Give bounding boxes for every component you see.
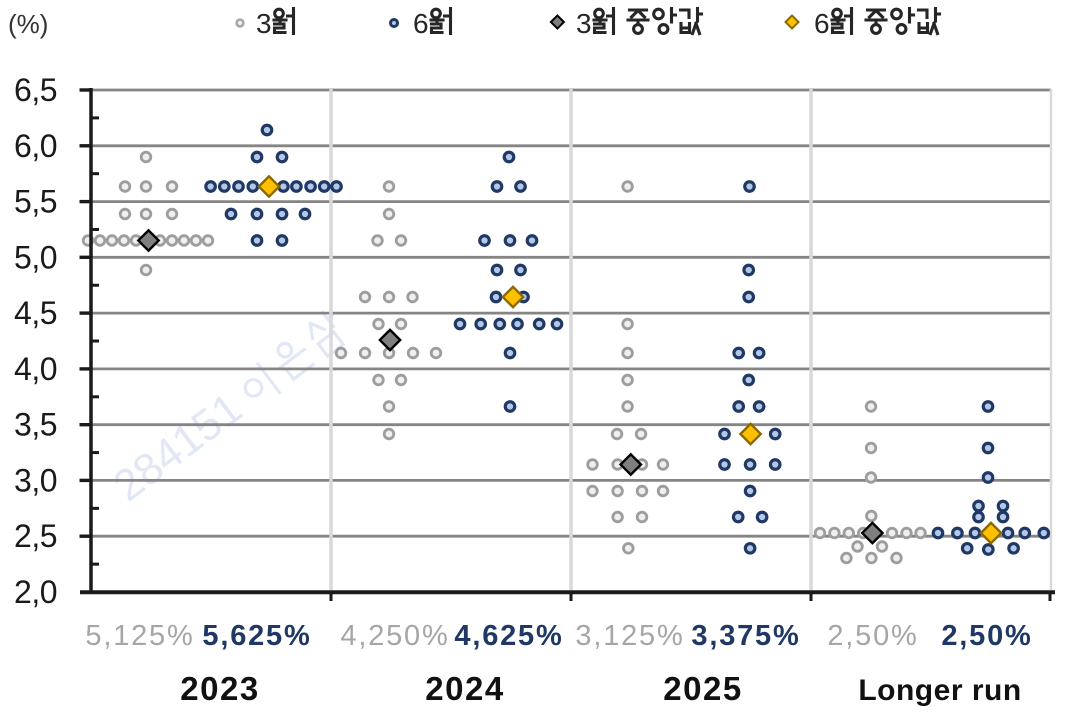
svg-text:2025: 2025 (663, 670, 742, 707)
svg-text:2,50%: 2,50% (941, 620, 1032, 652)
svg-text:4,625%: 4,625% (454, 620, 563, 652)
svg-text:6,0: 6,0 (14, 128, 57, 164)
svg-text:2,0: 2,0 (14, 574, 57, 610)
svg-text:3,125%: 3,125% (575, 620, 684, 652)
svg-text:3: 3 (576, 8, 592, 39)
svg-text:4,0: 4,0 (14, 351, 57, 387)
svg-text:4,5: 4,5 (14, 295, 57, 331)
svg-text:5,5: 5,5 (14, 184, 57, 220)
svg-text:2023: 2023 (180, 670, 259, 707)
svg-text:6,5: 6,5 (14, 72, 57, 108)
svg-text:2,50%: 2,50% (827, 620, 918, 652)
svg-text:3,375%: 3,375% (691, 620, 800, 652)
svg-text:2024: 2024 (425, 670, 504, 707)
svg-text:Longer run: Longer run (858, 674, 1021, 707)
svg-text:4,250%: 4,250% (340, 620, 449, 652)
svg-text:5,125%: 5,125% (85, 620, 194, 652)
svg-text:5,625%: 5,625% (202, 620, 311, 652)
svg-text:6: 6 (413, 8, 429, 39)
svg-text:3: 3 (256, 8, 272, 39)
svg-text:(%): (%) (8, 9, 48, 39)
svg-text:3,5: 3,5 (14, 407, 57, 443)
svg-text:2,5: 2,5 (14, 518, 57, 554)
svg-text:6: 6 (814, 8, 830, 39)
svg-text:5,0: 5,0 (14, 239, 57, 275)
svg-text:3,0: 3,0 (14, 462, 57, 498)
